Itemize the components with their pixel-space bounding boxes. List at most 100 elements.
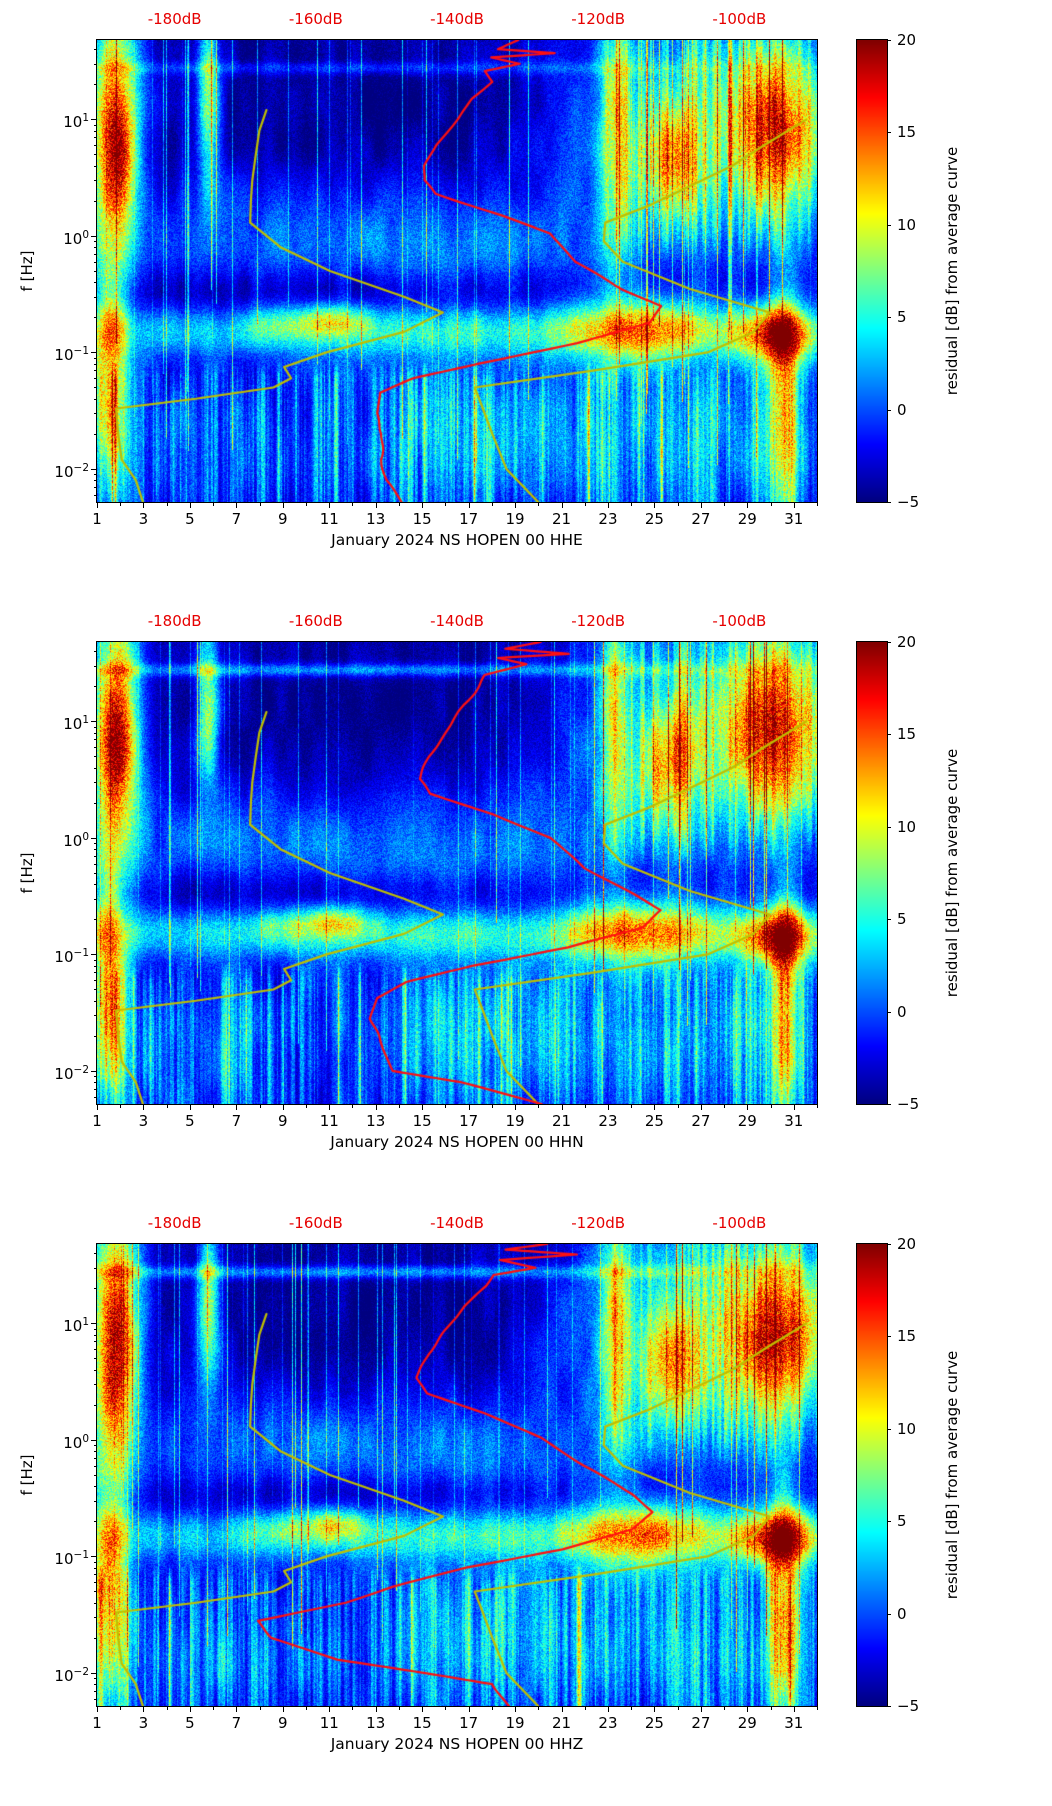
x-minor-tick <box>817 503 818 506</box>
x-minor-tick <box>259 503 261 506</box>
y-axis-label: f [Hz] <box>18 250 36 292</box>
x-tick-label: 25 <box>644 1714 664 1732</box>
y-minor-tick <box>94 843 97 845</box>
top-axis-db-label: -180dB <box>147 612 202 630</box>
x-minor-tick <box>352 1707 354 1710</box>
x-tick <box>747 1105 749 1110</box>
y-minor-tick <box>94 1617 97 1619</box>
y-minor-tick <box>94 1457 97 1459</box>
y-minor-tick <box>94 357 97 359</box>
y-minor-tick <box>94 1000 97 1002</box>
y-minor-tick <box>94 756 97 758</box>
x-minor-tick <box>724 1707 726 1710</box>
y-minor-tick <box>94 1582 97 1584</box>
colorbar-tick-label: 10 <box>897 817 917 836</box>
x-tick <box>468 1105 470 1110</box>
colorbar-label: residual [dB] from average curve <box>943 146 961 396</box>
y-minor-tick <box>94 1602 97 1604</box>
x-minor-tick <box>677 503 679 506</box>
x-tick <box>561 1105 563 1110</box>
y-minor-tick <box>94 180 97 182</box>
y-minor-tick <box>94 247 97 249</box>
x-tick-label: 13 <box>366 1112 386 1130</box>
y-minor-tick <box>94 1637 97 1639</box>
x-minor-tick <box>213 1707 215 1710</box>
x-minor-tick <box>352 503 354 506</box>
x-tick <box>143 1707 145 1712</box>
colorbar-tick <box>887 1104 891 1105</box>
colorbar <box>856 39 888 503</box>
x-tick <box>329 1105 331 1110</box>
y-minor-tick <box>94 474 97 476</box>
colorbar-tick-label: 0 <box>897 400 907 419</box>
x-tick-label: 19 <box>505 1714 525 1732</box>
colorbar-tick-label: 10 <box>897 1419 917 1438</box>
x-minor-tick <box>306 1707 308 1710</box>
colorbar-tick <box>887 317 891 319</box>
y-tick-label: 10−2 <box>54 461 89 481</box>
y-minor-tick <box>94 1445 97 1447</box>
x-minor-tick <box>491 1105 493 1108</box>
x-minor-tick <box>166 1707 168 1710</box>
panel-title: January 2024 NS HOPEN 00 HHZ <box>330 1735 584 1753</box>
y-minor-tick <box>94 1690 97 1692</box>
y-minor-tick <box>94 849 97 851</box>
y-minor-tick <box>94 898 97 900</box>
top-axis-db-label: -100dB <box>712 10 767 28</box>
y-minor-tick <box>94 253 97 255</box>
y-minor-tick <box>94 1404 97 1406</box>
y-minor-tick <box>94 884 97 886</box>
x-minor-tick <box>631 1707 633 1710</box>
y-minor-tick <box>94 494 97 496</box>
x-tick-label: 17 <box>459 1714 479 1732</box>
x-tick <box>422 1105 424 1110</box>
y-minor-tick <box>94 1288 97 1290</box>
x-tick-label: 5 <box>185 510 195 528</box>
x-tick <box>422 1707 424 1712</box>
y-minor-tick <box>94 1082 97 1084</box>
colorbar-tick <box>887 642 891 643</box>
y-tick-label: 101 <box>63 714 89 734</box>
spectrogram-canvas <box>96 1243 818 1707</box>
y-minor-tick <box>94 154 97 156</box>
y-minor-tick <box>94 270 97 272</box>
y-tick <box>91 352 97 354</box>
y-tick <box>91 837 97 839</box>
y-minor-tick <box>94 872 97 874</box>
y-minor-tick <box>94 296 97 298</box>
y-minor-tick <box>94 261 97 263</box>
colorbar-tick <box>887 1521 891 1523</box>
x-tick-label: 31 <box>784 1112 804 1130</box>
colorbar-tick <box>887 734 891 736</box>
y-minor-tick <box>94 317 97 319</box>
y-tick <box>91 721 97 723</box>
x-tick-label: 17 <box>459 510 479 528</box>
y-minor-tick <box>94 965 97 967</box>
x-tick <box>189 1707 191 1712</box>
top-axis-db-label: -120dB <box>571 10 626 28</box>
y-minor-tick <box>94 747 97 749</box>
y-minor-tick <box>94 1474 97 1476</box>
y-minor-tick <box>94 959 97 961</box>
x-tick-label: 25 <box>644 510 664 528</box>
x-tick-label: 1 <box>92 510 102 528</box>
y-minor-tick <box>94 782 97 784</box>
x-minor-tick <box>538 503 540 506</box>
x-tick-label: 25 <box>644 1112 664 1130</box>
x-tick <box>700 503 702 508</box>
x-tick <box>97 503 98 508</box>
top-axis-db-label: -160dB <box>288 612 343 630</box>
y-minor-tick <box>94 387 97 389</box>
y-minor-tick <box>94 1567 97 1569</box>
y-minor-tick <box>94 1698 97 1700</box>
x-minor-tick <box>259 1105 261 1108</box>
x-tick-label: 9 <box>278 510 288 528</box>
y-tick-label: 10−2 <box>54 1063 89 1083</box>
x-tick-label: 5 <box>185 1714 195 1732</box>
y-minor-tick <box>94 1486 97 1488</box>
y-minor-tick <box>94 1591 97 1593</box>
top-axis-db-label: -160dB <box>288 1214 343 1232</box>
x-minor-tick <box>166 1105 168 1108</box>
y-tick-label: 10−1 <box>54 947 89 967</box>
x-minor-tick <box>398 1105 400 1108</box>
